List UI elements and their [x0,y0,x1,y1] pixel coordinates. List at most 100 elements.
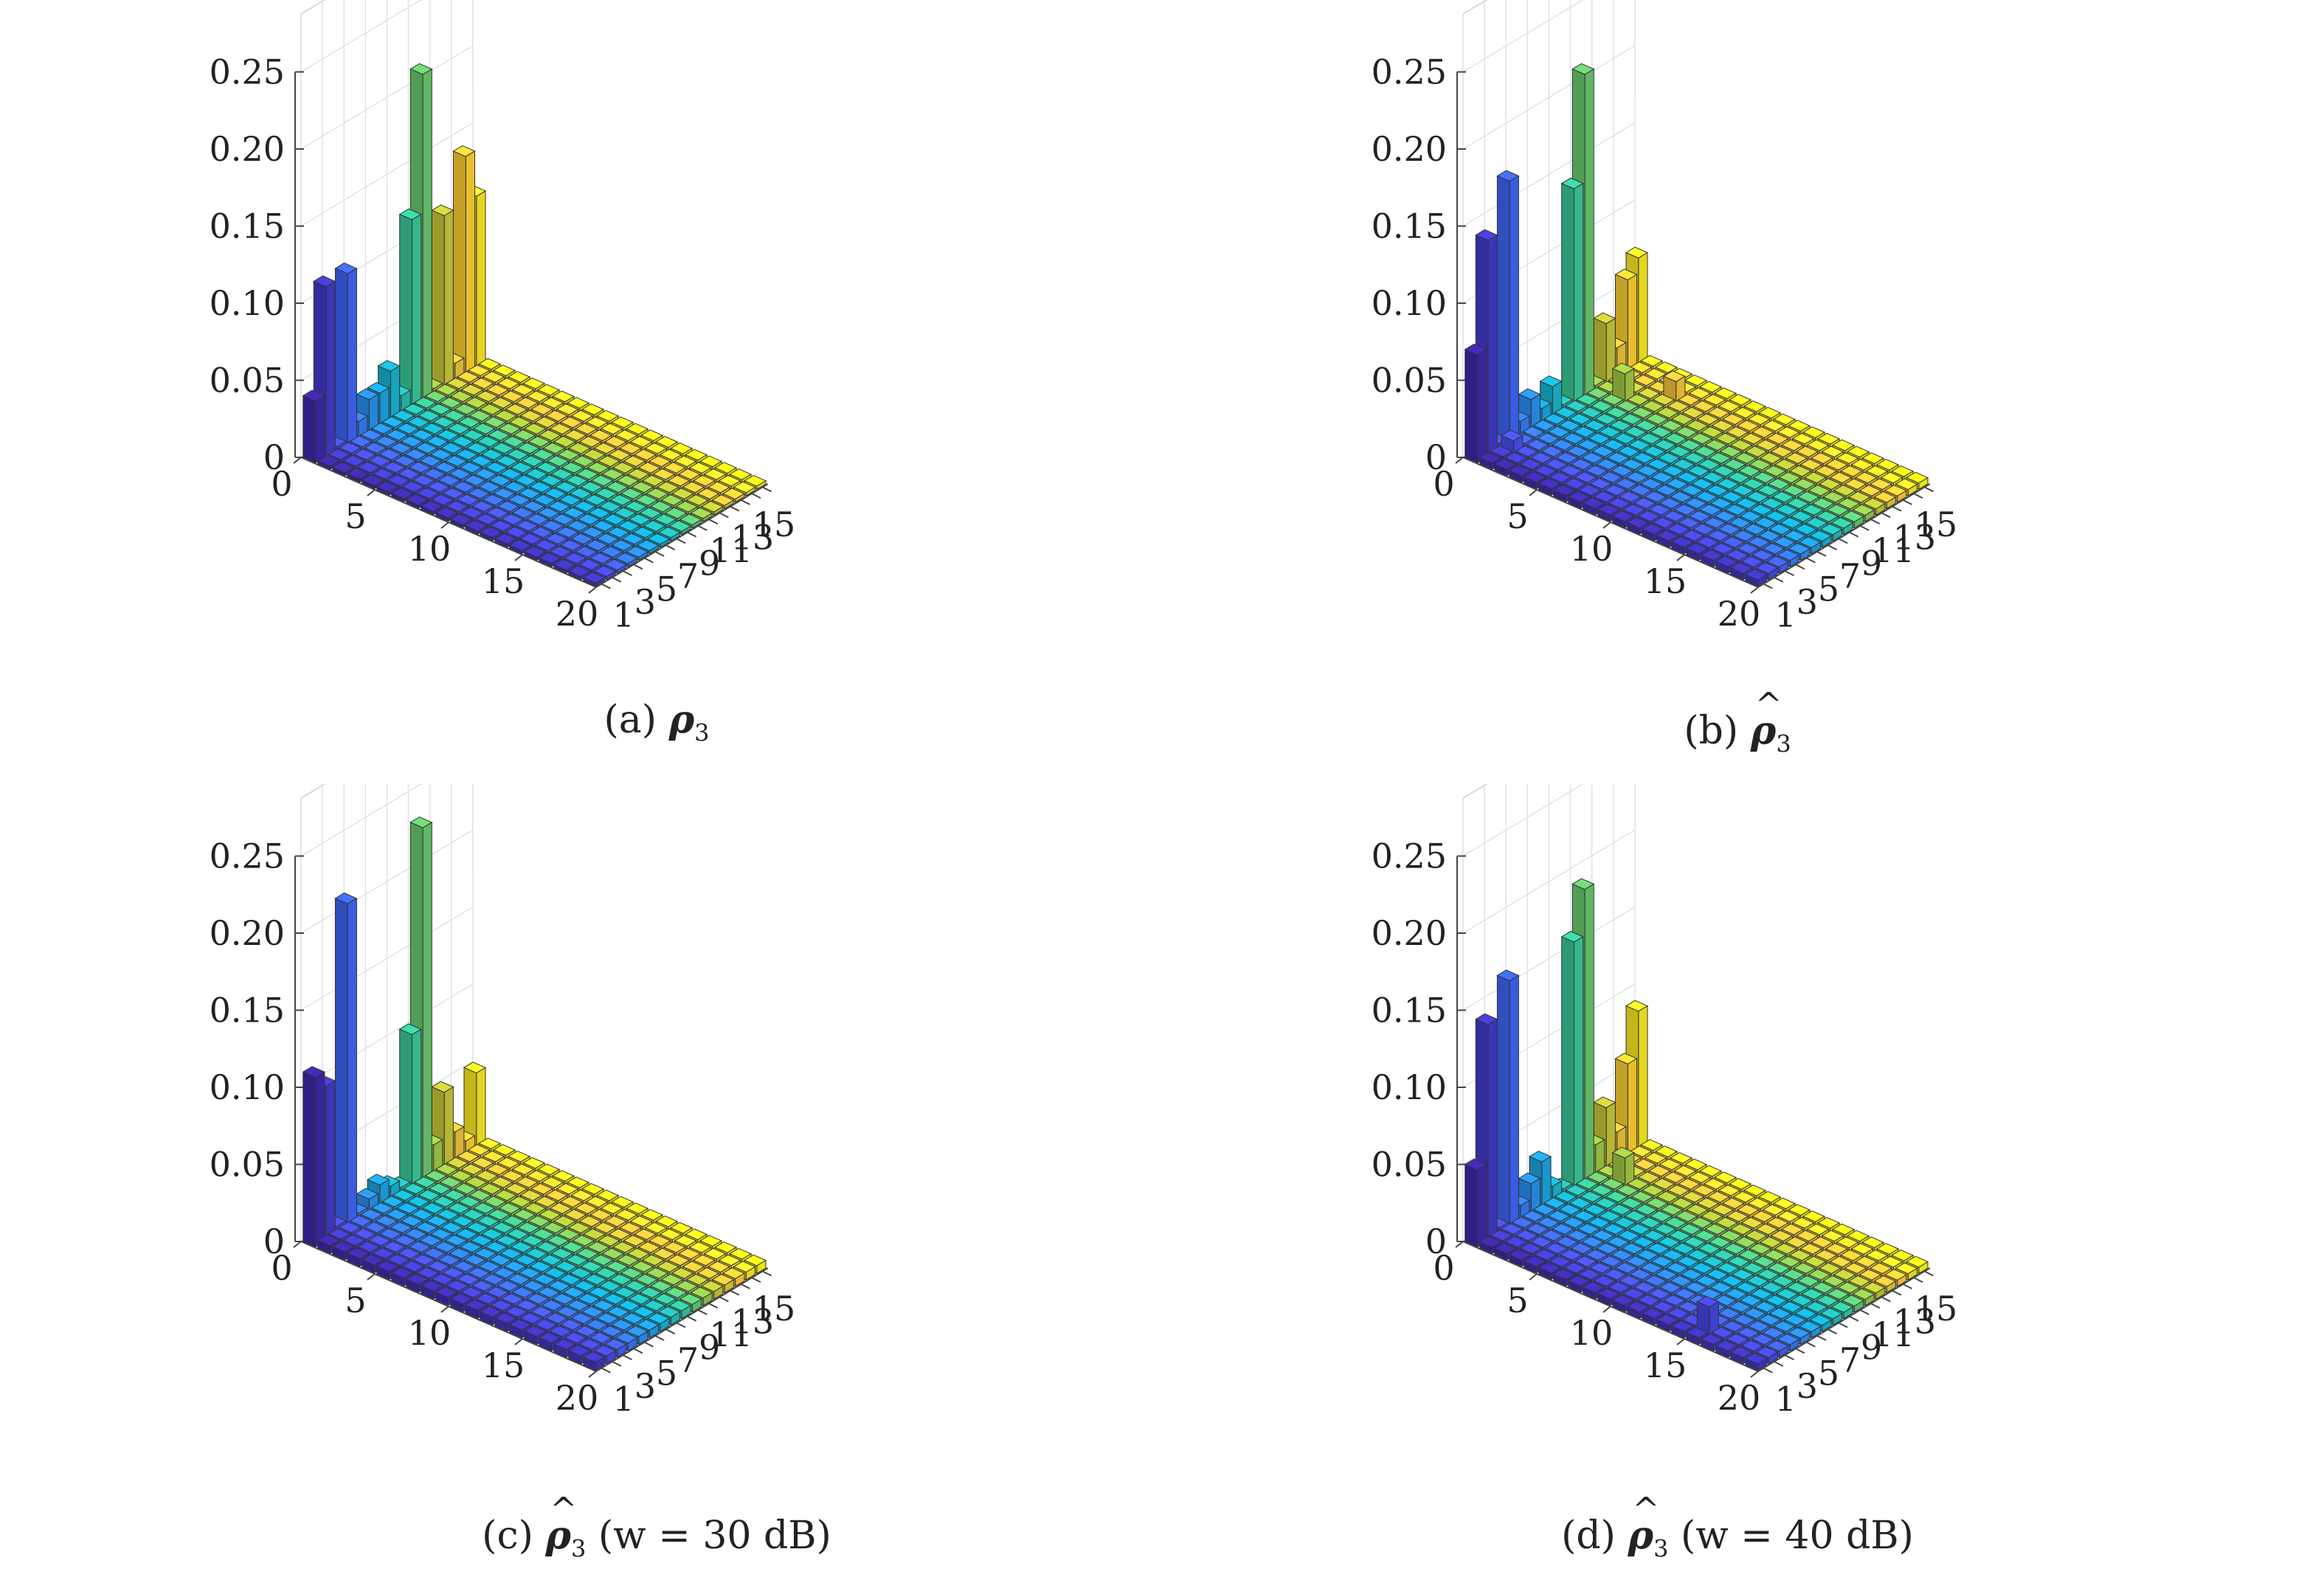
bar-front [422,68,432,399]
row-axis-line [300,1241,597,1372]
bar-side [1553,489,1567,502]
z-tick-label: 0.15 [1372,207,1447,246]
bar-side [1464,1163,1479,1248]
col-tick-label: 13 [731,1302,775,1342]
z-tick-label: 0.25 [210,837,285,876]
bar-side [553,564,567,574]
col-tick-label: 3 [634,1366,656,1406]
caption-symbol: ρ ^ [545,1491,578,1558]
grid-line [1462,784,1584,857]
bar-side [399,1028,412,1190]
bar-front [1477,348,1487,464]
bar-front [476,1067,486,1151]
caption-subscript: 3 [694,718,710,747]
bar-front [476,190,486,367]
bars [302,63,767,587]
z-tick-label: 0.10 [1372,1067,1447,1107]
bar [523,545,547,561]
bar-side [509,1324,523,1339]
col-tick [665,1329,676,1335]
bar-side [494,1317,508,1332]
bar [578,435,602,451]
bar-front [1638,252,1648,367]
bar-side [539,557,553,567]
bar-side [1479,1241,1493,1254]
col-tick [708,1303,719,1309]
caption-symbol: ρ ^ [1750,686,1782,753]
col-tick-label: 5 [656,569,677,609]
col-tick [612,1360,622,1367]
bar-side [1583,502,1597,516]
bar [582,1351,606,1371]
bar-side [568,570,582,581]
bar-side [465,524,479,535]
bar-side [334,898,348,1228]
bar-side [435,1292,449,1306]
col-tick [1806,557,1816,564]
bar-front [1627,1058,1637,1157]
bar-side [1496,974,1510,1228]
caption-prefix: (c) [482,1514,546,1558]
z-tick-label: 0.25 [1372,52,1447,92]
col-tick [1881,512,1891,519]
bar-side [494,538,508,548]
col-tick [697,524,708,531]
grid-line [1462,829,1636,934]
z-tick-label: 0.05 [210,361,285,401]
bar [302,389,325,464]
bar-front [1574,936,1584,1190]
bar [334,262,358,444]
row-tick [367,489,376,496]
col-tick-label: 9 [699,1328,720,1368]
bar-front [1638,1005,1648,1151]
bar [452,145,476,373]
bar [1715,555,1738,574]
col-tick [719,512,729,519]
col-tick-label: 5 [1818,569,1839,609]
chart-panel-c: 0 0.05 0.10 0.15 0.20 0.25 0 5 10 15 20 1 3 5 7 9 11 13 15… [0,784,1162,1568]
col-tick [1892,505,1902,512]
bar-front [315,395,325,464]
col-axis-line [595,483,769,588]
bar-side [376,486,390,496]
caption-prefix: (b) [1684,709,1751,753]
col-tick [762,486,772,493]
col-tick-label: 7 [1839,556,1861,596]
col-tick [1827,544,1838,551]
bar-front [465,150,475,373]
grid-line [300,0,422,73]
bar [1560,930,1584,1190]
col-tick [687,531,697,538]
row-tick-label: 0 [271,464,292,504]
bar-side [1561,182,1574,406]
grid-line [1462,0,1584,73]
bar [334,892,358,1228]
row-tick-label: 0 [271,1248,292,1288]
z-tick-label: 0 [263,437,285,477]
z-tick-label: 0.05 [1372,1145,1447,1185]
bar-side [539,1337,553,1351]
bar-side [1656,535,1670,548]
bar-side [453,150,466,373]
z-tick-label: 0.20 [210,913,285,953]
row-tick-label: 20 [556,594,599,634]
col-tick-label: 1 [1775,595,1796,635]
bar [1523,1255,1546,1274]
bar-side [465,1304,479,1319]
bar-front [412,213,422,406]
col-tick [730,1289,740,1296]
bar [405,493,429,509]
bar-side [1597,509,1611,522]
bar-side [376,1265,390,1281]
caption-hat: ^ [1754,686,1782,724]
col-tick [1763,583,1773,589]
bar-side [1524,1261,1538,1274]
bar-side [1715,561,1729,574]
col-tick [697,1309,708,1315]
grid-line [1462,122,1636,227]
col-tick-label: 5 [656,1354,677,1393]
bar-side [332,1246,346,1261]
col-tick [601,583,611,589]
bar-side [391,492,405,502]
row-tick [1750,586,1759,594]
